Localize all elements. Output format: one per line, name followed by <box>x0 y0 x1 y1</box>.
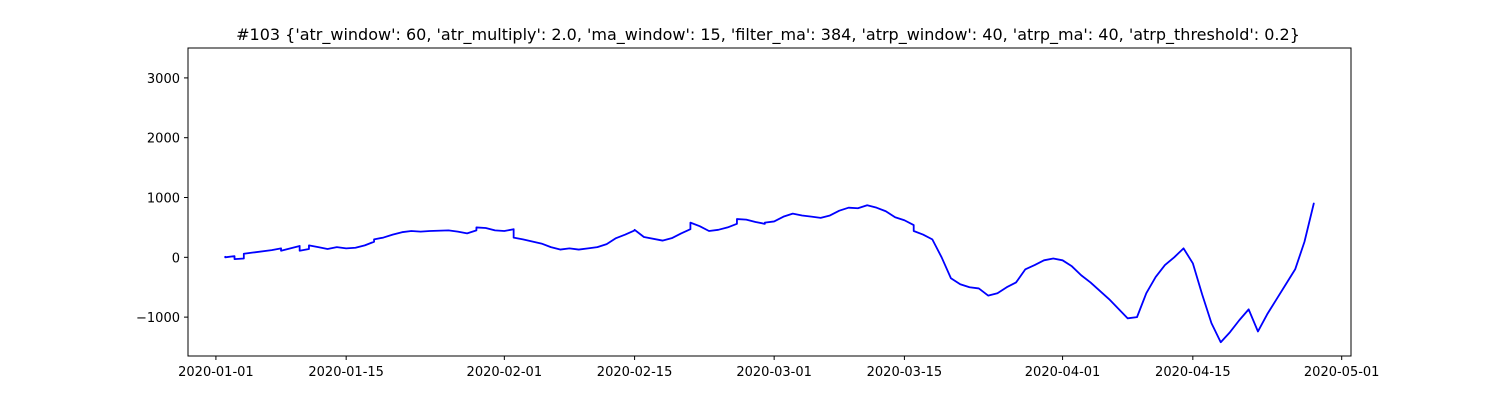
x-tick-label: 2020-01-01 <box>178 365 254 380</box>
plot-area: −1000 0 1000 2000 3000 2020-01-01 2020-01-15 20… <box>136 47 1380 380</box>
x-tick-label: 2020-04-01 <box>1025 365 1101 380</box>
y-tick-label: 1000 <box>147 192 180 207</box>
chart-title: #103 {'atr_window': 60, 'atr_multiply': … <box>236 25 1300 45</box>
x-tick-label: 2020-02-15 <box>597 365 673 380</box>
plot-frame <box>187 47 1352 357</box>
series-line <box>224 202 1315 344</box>
y-tick-label: −1000 <box>136 311 180 326</box>
x-tick-label: 2020-04-15 <box>1155 365 1231 380</box>
x-tick-label: 2020-05-01 <box>1304 365 1380 380</box>
y-tick-label: 3000 <box>147 72 180 87</box>
x-tick-label: 2020-01-15 <box>308 365 384 380</box>
x-tick-label: 2020-02-01 <box>467 365 543 380</box>
x-tick-label: 2020-03-01 <box>736 365 812 380</box>
x-tick-label: 2020-03-15 <box>867 365 943 380</box>
y-tick-label: 0 <box>172 251 180 266</box>
y-tick-label: 2000 <box>147 132 180 147</box>
